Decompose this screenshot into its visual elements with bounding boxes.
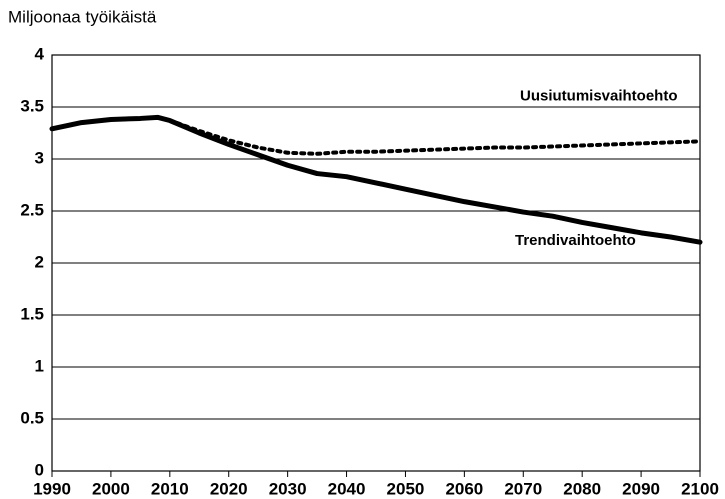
y-tick-label: 1 — [35, 356, 44, 375]
y-tick-label: 4 — [35, 44, 45, 63]
x-tick-label: 2100 — [681, 479, 719, 498]
x-tick-label: 2050 — [387, 479, 425, 498]
series-line — [49, 114, 703, 245]
y-tick-label: 3 — [35, 148, 44, 167]
y-tick-label: 2.5 — [20, 200, 44, 219]
series-line — [167, 118, 702, 156]
y-axis-title: Miljoonaa työikäistä — [8, 7, 157, 26]
y-tick-label: 0.5 — [20, 408, 44, 427]
x-tick-label: 2000 — [92, 479, 130, 498]
x-tick-label: 2010 — [151, 479, 189, 498]
x-tick-label: 2030 — [269, 479, 307, 498]
series-label: Trendivaihtoehto — [515, 232, 636, 249]
x-tick-label: 2080 — [563, 479, 601, 498]
series-label: Uusiutumisvaihtoehto — [520, 87, 678, 104]
x-tick-label: 2070 — [504, 479, 542, 498]
x-tick-label: 2040 — [328, 479, 366, 498]
y-tick-label: 2 — [35, 252, 44, 271]
plot-frame — [51, 54, 701, 472]
y-tick-label: 3.5 — [20, 96, 44, 115]
x-tick-label: 2020 — [210, 479, 248, 498]
x-tick-label: 2060 — [445, 479, 483, 498]
x-tick-label: 1990 — [33, 479, 71, 498]
y-tick-label: 0 — [35, 460, 44, 479]
y-tick-label: 1.5 — [20, 304, 44, 323]
x-tick-label: 2090 — [622, 479, 660, 498]
